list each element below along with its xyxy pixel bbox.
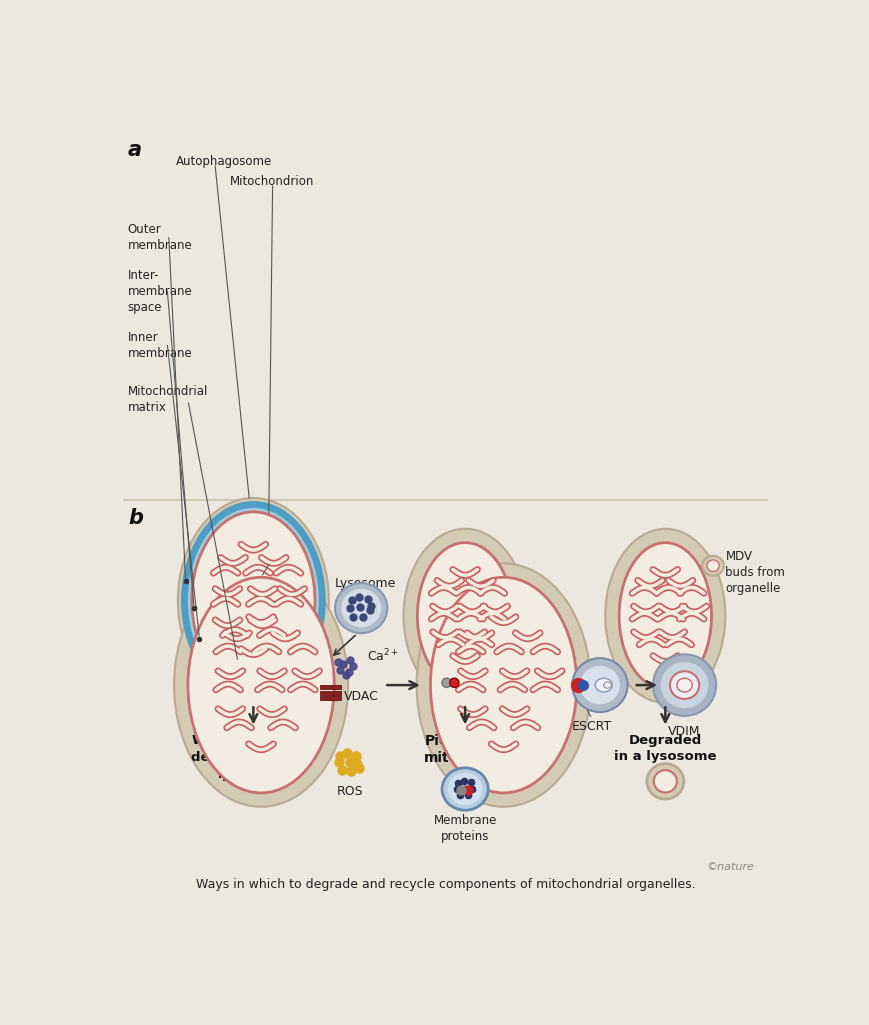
Text: Autophagosome: Autophagosome <box>176 156 272 168</box>
Ellipse shape <box>335 583 387 633</box>
Text: Membrane
proteins: Membrane proteins <box>433 814 496 843</box>
Ellipse shape <box>449 679 459 688</box>
Text: Lysosome: Lysosome <box>334 577 395 590</box>
Ellipse shape <box>669 671 699 699</box>
Ellipse shape <box>572 658 627 712</box>
Bar <box>319 696 341 700</box>
Text: Inner
membrane: Inner membrane <box>128 331 192 360</box>
Text: b: b <box>128 508 143 528</box>
Text: MDV
buds from
organelle: MDV buds from organelle <box>725 550 785 596</box>
Ellipse shape <box>188 508 318 693</box>
Ellipse shape <box>660 662 707 708</box>
Ellipse shape <box>403 529 526 703</box>
Ellipse shape <box>341 588 381 627</box>
Ellipse shape <box>174 564 348 807</box>
Ellipse shape <box>594 679 612 692</box>
Ellipse shape <box>603 682 611 688</box>
Ellipse shape <box>430 577 576 793</box>
Ellipse shape <box>676 679 692 692</box>
Text: Piecemeal
mitophagy: Piecemeal mitophagy <box>423 734 507 765</box>
Ellipse shape <box>448 773 482 806</box>
Text: VDIM: VDIM <box>667 725 700 738</box>
Text: Outer
membrane: Outer membrane <box>128 223 192 252</box>
Ellipse shape <box>416 564 590 807</box>
Text: VDAC: VDAC <box>344 690 379 703</box>
Ellipse shape <box>188 577 334 793</box>
Ellipse shape <box>191 511 315 689</box>
Ellipse shape <box>579 666 620 704</box>
Ellipse shape <box>177 498 328 703</box>
Ellipse shape <box>701 556 723 576</box>
Text: Crista: Crista <box>267 551 302 565</box>
Ellipse shape <box>441 679 451 688</box>
Text: Whole organelle
degradation in a
lysosome: Whole organelle degradation in a lysosom… <box>191 734 315 781</box>
Ellipse shape <box>417 542 513 689</box>
Text: Ways in which to degrade and recycle components of mitochondrial organelles.: Ways in which to degrade and recycle com… <box>196 877 695 891</box>
Text: Mitochondrion: Mitochondrion <box>230 175 315 189</box>
Text: Mitochondrial
matrix: Mitochondrial matrix <box>128 384 208 414</box>
Bar <box>319 691 341 695</box>
Ellipse shape <box>619 542 711 689</box>
Text: ©nature: ©nature <box>705 862 753 872</box>
Text: ROS: ROS <box>336 785 362 798</box>
Ellipse shape <box>605 529 725 703</box>
Text: a: a <box>128 140 142 160</box>
Text: ESCRT: ESCRT <box>572 720 612 733</box>
Text: Degraded
in a lysosome: Degraded in a lysosome <box>614 734 716 763</box>
Ellipse shape <box>653 770 676 792</box>
Ellipse shape <box>441 768 488 810</box>
Ellipse shape <box>706 560 719 572</box>
Text: Ca$^{2+}$: Ca$^{2+}$ <box>367 648 399 665</box>
Ellipse shape <box>653 654 715 715</box>
Bar <box>319 686 341 690</box>
Text: Inter-
membrane
space: Inter- membrane space <box>128 270 192 315</box>
Ellipse shape <box>646 764 683 800</box>
Ellipse shape <box>181 501 325 700</box>
